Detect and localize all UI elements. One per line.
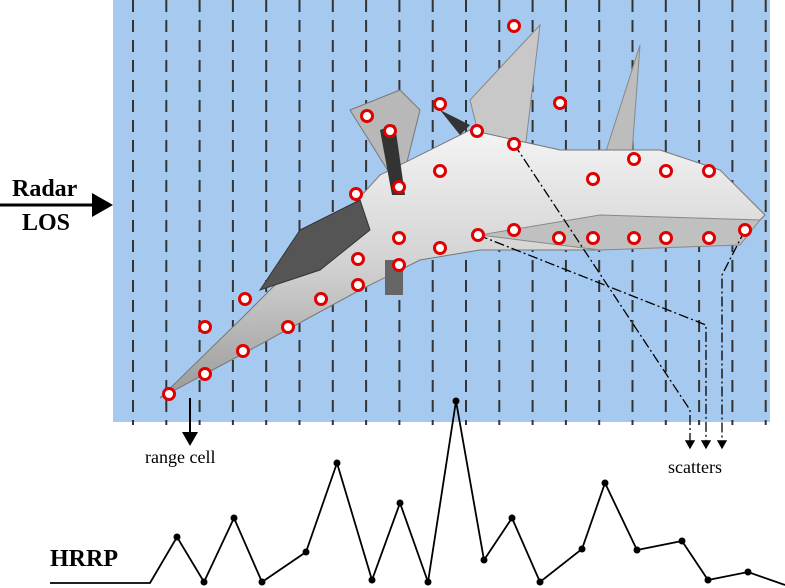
hrrp-point (508, 514, 516, 522)
scatterer (392, 180, 406, 194)
hrrp-point (452, 397, 460, 405)
scatterer (392, 231, 406, 245)
hrrp-point (578, 545, 586, 553)
scatterer (627, 231, 641, 245)
scatterer (238, 292, 252, 306)
scatterer (507, 19, 521, 33)
scatterer (198, 367, 212, 381)
scatterer (236, 344, 250, 358)
scatterer (351, 252, 365, 266)
hrrp-point (230, 514, 238, 522)
hrrp-points (173, 397, 752, 586)
hrrp-point (424, 578, 432, 586)
scatterer (314, 292, 328, 306)
scatterer (507, 223, 521, 237)
scatterer (738, 223, 752, 237)
hrrp-point (601, 479, 609, 487)
hrrp-point (258, 578, 266, 586)
scatterer (659, 231, 673, 245)
hrrp-point (704, 576, 712, 584)
hrrp-profile (50, 400, 785, 586)
los-label: LOS (22, 210, 70, 236)
hrrp-label: HRRP (50, 546, 118, 572)
range-cell-label: range cell (145, 447, 215, 467)
hrrp-point (333, 459, 341, 467)
scatterer (470, 124, 484, 138)
scatterer (553, 96, 567, 110)
scatterer (433, 97, 447, 111)
aircraft (159, 23, 766, 399)
scatterer (349, 187, 363, 201)
hrrp-point (173, 533, 181, 541)
scatterer (392, 258, 406, 272)
hrrp-point (200, 578, 208, 586)
hrrp-point (368, 576, 376, 584)
radar-label: Radar (12, 176, 78, 202)
scatterer (471, 228, 485, 242)
scatter-lines (477, 143, 746, 450)
scatterer (433, 241, 447, 255)
scatterer (433, 164, 447, 178)
scatterer (351, 278, 365, 292)
scatterer (507, 137, 521, 151)
scatters-label: scatters (668, 457, 722, 477)
scatterer (586, 231, 600, 245)
scatterer (702, 231, 716, 245)
scatterer (627, 152, 641, 166)
hrrp-point (302, 548, 310, 556)
scatterers (162, 19, 752, 401)
hrrp-point (536, 578, 544, 586)
scatterer (659, 164, 673, 178)
hrrp-point (744, 568, 752, 576)
hrrp-point (633, 546, 641, 554)
hrrp-point (678, 537, 686, 545)
scatterer (552, 231, 566, 245)
range-cell-lines (132, 0, 767, 425)
hrrp-point (396, 499, 404, 507)
scatterer (383, 124, 397, 138)
scatterer (702, 164, 716, 178)
scatterer (360, 109, 374, 123)
scatterer (586, 172, 600, 186)
scatterer (162, 387, 176, 401)
scatterer (198, 320, 212, 334)
hrrp-point (480, 556, 488, 564)
scatterer (281, 320, 295, 334)
